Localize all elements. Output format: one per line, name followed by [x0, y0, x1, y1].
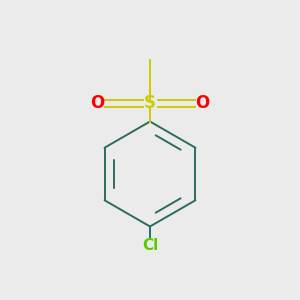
Text: O: O: [90, 94, 105, 112]
Text: Cl: Cl: [142, 238, 158, 253]
Text: O: O: [195, 94, 210, 112]
Text: S: S: [144, 94, 156, 112]
